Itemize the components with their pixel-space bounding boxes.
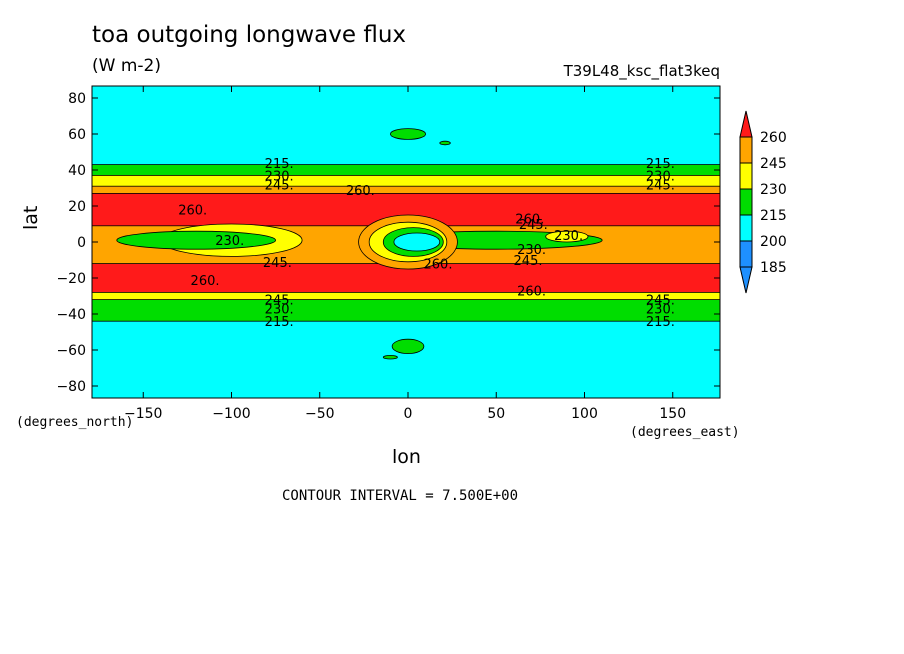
contour-label: 260. [424, 258, 453, 273]
y-tick-label: −40 [56, 307, 86, 323]
contour-label: 215. [265, 157, 294, 172]
contour-feature-215 [439, 140, 451, 146]
contour-label: 215. [646, 157, 675, 172]
x-tick-label: 50 [487, 406, 505, 422]
chart-units: (W m-2) [92, 56, 161, 76]
y-tick-label: −20 [56, 271, 86, 287]
y-tick-label: 60 [68, 127, 86, 143]
contour-label: 245. [265, 178, 294, 193]
contour-label: 230. [517, 243, 546, 258]
contour-feature-200 [393, 232, 441, 252]
contour-label: 245. [514, 254, 543, 269]
y-tick-label: 40 [68, 163, 86, 179]
contour-feature-215 [382, 355, 398, 360]
contour-label: 245. [263, 256, 292, 271]
y-tick-label: 20 [68, 199, 86, 215]
y-tick-label: −60 [56, 343, 86, 359]
contour-feature-215 [391, 338, 425, 354]
x-tick-label: 100 [571, 406, 598, 422]
contour-label: 245. [646, 178, 675, 193]
colorbar: 260 245 230 215 200 185 [739, 110, 787, 294]
colorbar-label: 215 [760, 208, 787, 224]
contour-band-215 [92, 299, 720, 322]
colorbar-top-arrow [739, 110, 753, 138]
contour-feature-215 [116, 230, 277, 250]
x-axis-units: (degrees_east) [630, 425, 740, 440]
colorbar-segment [739, 162, 753, 190]
contour-label: 230. [215, 234, 244, 249]
colorbar-label: 185 [760, 260, 787, 276]
x-tick-label: −150 [124, 406, 162, 422]
colorbar-bottom-arrow [739, 266, 753, 294]
contour-label: 245. [519, 218, 548, 233]
colorbar-label: 230 [760, 182, 787, 198]
contour-label: 230. [554, 229, 583, 244]
contour-label: 260. [515, 213, 544, 228]
colorbar-segment [739, 136, 753, 164]
contour-label: 260. [346, 184, 375, 199]
contour-label: 230. [265, 303, 294, 318]
contour-label: 215. [646, 315, 675, 330]
run-id: T39L48_ksc_flat3keq [563, 62, 720, 80]
contour-label: 230. [646, 303, 675, 318]
y-axis-units: (degrees_north) [16, 415, 134, 430]
colorbar-segment [739, 188, 753, 216]
chart-title: toa outgoing longwave flux [92, 22, 407, 48]
y-tick-label: −80 [56, 379, 86, 395]
contour-label: 245. [265, 294, 294, 309]
contour-label: 230. [265, 169, 294, 184]
contour-label: 260. [178, 204, 207, 219]
x-tick-label: −100 [212, 406, 250, 422]
contour-label: 230. [646, 169, 675, 184]
y-tick-label: 80 [68, 91, 86, 107]
contour-label: 260. [191, 274, 220, 289]
colorbar-segment [739, 214, 753, 242]
y-tick-label: 0 [77, 235, 86, 251]
contour-label: 260. [517, 285, 546, 300]
colorbar-label: 260 [760, 130, 787, 146]
x-axis-label: lon [392, 446, 421, 468]
plot-area: 215.230.245.215.230.245.260.260.260.245.… [92, 86, 720, 398]
colorbar-label: 200 [760, 234, 787, 250]
x-tick-label: 0 [404, 406, 413, 422]
contour-label: 215. [265, 315, 294, 330]
colorbar-label: 245 [760, 156, 787, 172]
colorbar-segment [739, 240, 753, 268]
contour-label: 245. [646, 294, 675, 309]
x-tick-label: −50 [305, 406, 335, 422]
contour-feature-215 [389, 128, 427, 140]
contour-interval-label: CONTOUR INTERVAL = 7.500E+00 [282, 488, 519, 504]
x-tick-label: 150 [659, 406, 686, 422]
contour-feature-230 [545, 230, 589, 243]
